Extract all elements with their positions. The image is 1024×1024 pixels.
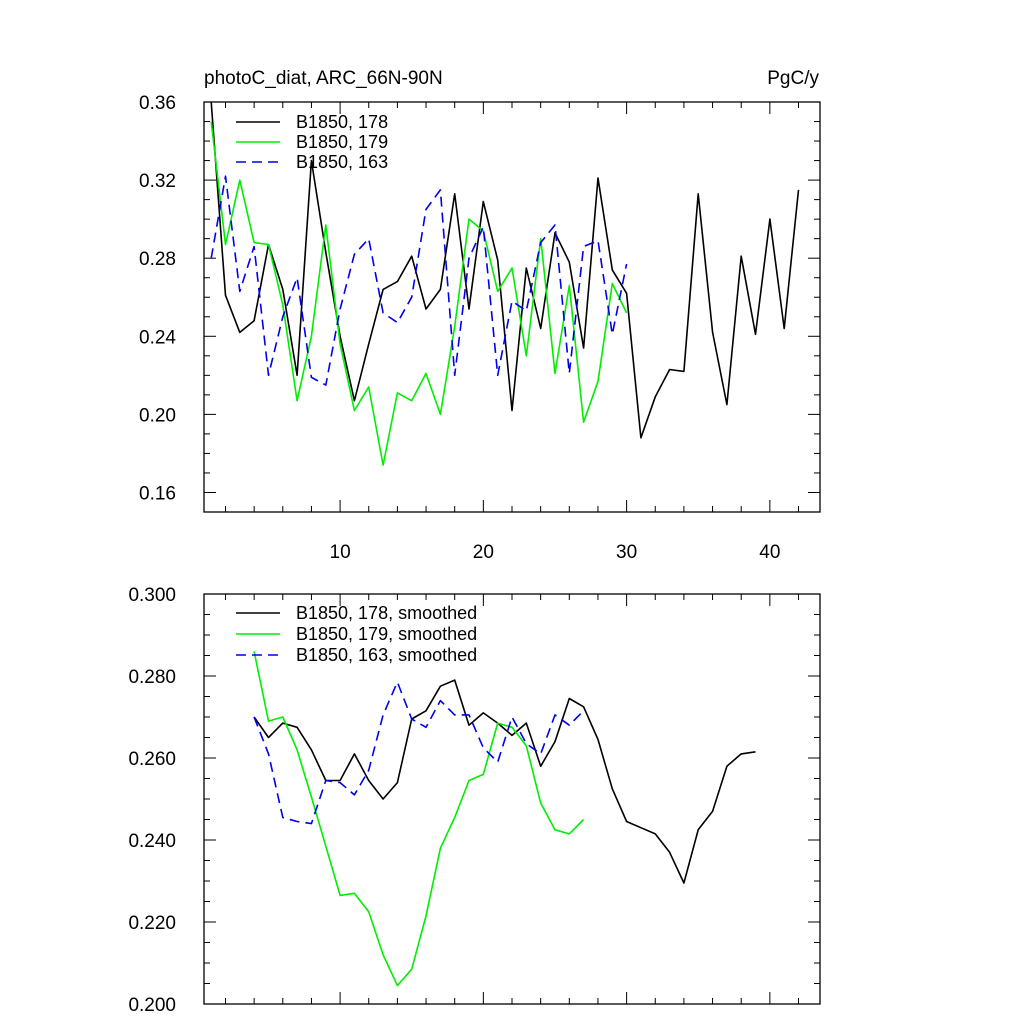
y-tick-label: 0.200 [128,995,176,1016]
y-tick-label: 0.36 [139,93,176,114]
legend-label: B1850, 178 [296,112,388,132]
panel1-units: PgC/y [767,68,819,89]
y-tick-label: 0.32 [139,171,176,192]
x-tick-label: 10 [330,542,351,563]
y-tick-label: 0.24 [139,327,176,348]
x-tick-label: 20 [473,542,494,563]
y-tick-label: 0.260 [128,749,176,770]
series-line-3 [253,681,585,825]
panel1-title: photoC_diat, ARC_66N-90N [204,68,443,89]
y-tick-label: 0.16 [139,483,176,504]
series-line-2 [253,651,585,987]
series-line-3 [210,175,628,386]
legend-label: B1850, 163 [296,152,388,172]
y-tick-label: 0.240 [128,831,176,852]
legend-label: B1850, 178, smoothed [296,603,477,623]
series-line-1 [253,679,756,884]
legend-label: B1850, 179, smoothed [296,624,477,644]
y-tick-label: 0.28 [139,249,176,270]
y-tick-label: 0.20 [139,405,176,426]
x-tick-label: 40 [759,542,780,563]
series-line-2 [210,121,628,466]
legend-label: B1850, 163, smoothed [296,645,477,665]
legend-label: B1850, 179 [296,132,388,152]
y-tick-label: 0.220 [128,913,176,934]
x-tick-label: 30 [616,542,637,563]
y-tick-label: 0.280 [128,667,176,688]
y-tick-label: 0.300 [128,585,176,606]
